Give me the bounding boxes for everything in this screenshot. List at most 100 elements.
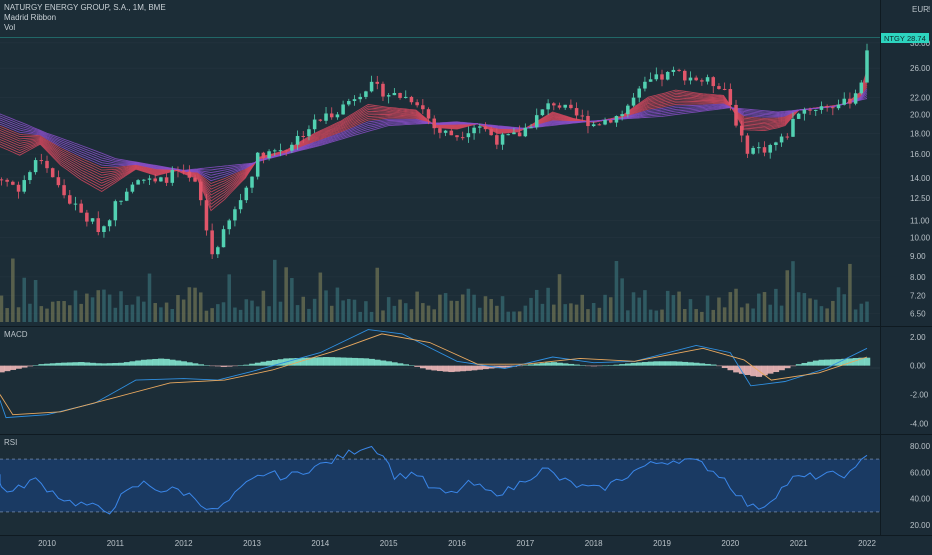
macd-pane[interactable] xyxy=(0,327,880,434)
candle-body xyxy=(170,170,175,183)
volume-bar xyxy=(392,305,397,322)
candle-body xyxy=(216,247,220,255)
candle-body xyxy=(512,132,516,135)
volume-bar xyxy=(620,278,624,322)
macd-histogram-bar xyxy=(801,362,808,366)
macd-histogram-bar xyxy=(78,362,85,366)
candle-body xyxy=(352,99,357,102)
volume-bar xyxy=(170,308,175,322)
candle-body xyxy=(267,151,271,159)
macd-histogram-bar xyxy=(790,365,797,367)
volume-bar xyxy=(557,274,562,322)
macd-histogram-bar xyxy=(664,361,671,366)
volume-bar xyxy=(466,288,471,322)
candle-body xyxy=(563,104,567,108)
volume-bar xyxy=(586,309,590,322)
volume-bar xyxy=(597,307,602,322)
rsi-label: RSI xyxy=(4,438,17,447)
candle-body xyxy=(198,181,203,201)
macd-histogram-bar xyxy=(249,363,256,366)
volume-bar xyxy=(403,303,408,322)
candle-body xyxy=(204,200,209,231)
macd-label: MACD xyxy=(4,330,28,339)
volume-bar xyxy=(455,300,459,322)
volume-bar xyxy=(227,274,231,322)
macd-tick-label: 0.00 xyxy=(910,362,926,371)
candle-body xyxy=(831,107,835,109)
candle-body xyxy=(398,92,402,98)
rsi-pane[interactable] xyxy=(0,435,880,535)
macd-histogram-bar xyxy=(323,357,330,366)
candle-body xyxy=(853,93,858,104)
volume-bar xyxy=(347,298,351,322)
candle-body xyxy=(711,77,716,87)
candle-body xyxy=(643,81,647,89)
volume-bar xyxy=(329,305,334,322)
ribbon-label[interactable]: Madrid Ribbon xyxy=(4,13,57,22)
volume-bar xyxy=(62,301,66,322)
macd-histogram-bar xyxy=(140,359,148,366)
candle-body xyxy=(68,195,72,204)
macd-histogram-bar xyxy=(681,361,689,366)
chart-legend: NATURGY ENERGY GROUP, S.A., 1M, BME Madr… xyxy=(4,3,166,33)
candle-body xyxy=(56,177,61,186)
volume-bar xyxy=(369,311,374,322)
volume-bar xyxy=(415,291,419,322)
candle-body xyxy=(136,180,140,185)
macd-histogram-bar xyxy=(573,364,580,366)
candle-body xyxy=(466,133,471,138)
macd-histogram-bar xyxy=(624,363,632,366)
candle-body xyxy=(791,118,795,137)
candle-body xyxy=(16,184,21,192)
candle-body xyxy=(119,200,123,202)
volume-bar xyxy=(745,303,750,322)
macd-histogram-bar xyxy=(209,365,216,367)
macd-histogram-bar xyxy=(459,365,466,372)
macd-histogram-bar xyxy=(784,365,791,369)
volume-bar xyxy=(79,303,83,322)
symbol-title[interactable]: NATURGY ENERGY GROUP, S.A., 1M, BME xyxy=(4,3,166,12)
candle-body xyxy=(39,160,44,162)
vol-label[interactable]: Vol xyxy=(4,23,16,32)
price-tick-label: 16.00 xyxy=(910,150,931,159)
volume-bar xyxy=(153,303,157,322)
macd-series-line xyxy=(0,329,868,419)
volume-bar xyxy=(779,305,784,322)
volume-bar xyxy=(460,294,465,322)
macd-histogram-bar xyxy=(539,363,546,366)
candle-body xyxy=(381,83,385,97)
volume-bar xyxy=(244,299,249,322)
volume-bar xyxy=(836,287,841,322)
macd-histogram-bar xyxy=(21,365,28,368)
price-tick-label: 14.00 xyxy=(910,174,931,183)
candle-body xyxy=(312,119,317,130)
macd-histogram-bar xyxy=(334,357,341,366)
candle-body xyxy=(813,109,818,111)
price-tick-label: 20.00 xyxy=(910,111,931,120)
volume-bar xyxy=(643,290,647,322)
candle-body xyxy=(261,152,266,159)
price-tick-label: 26.00 xyxy=(910,64,931,73)
macd-histogram-bar xyxy=(328,357,335,366)
candle-body xyxy=(358,96,362,100)
macd-histogram-bar xyxy=(522,365,529,366)
volume-bar xyxy=(842,294,846,322)
macd-histogram-bar xyxy=(368,358,375,366)
price-pane[interactable] xyxy=(0,0,880,326)
macd-histogram-bar xyxy=(647,361,654,366)
volume-bar xyxy=(671,295,676,322)
volume-bar xyxy=(324,290,328,322)
volume-bar xyxy=(848,263,852,322)
candle-body xyxy=(665,71,670,80)
volume-bar xyxy=(802,293,807,322)
macd-histogram-bar xyxy=(499,365,506,368)
candle-body xyxy=(478,126,482,128)
macd-histogram-bar xyxy=(864,357,871,366)
volume-bar xyxy=(375,267,380,322)
macd-histogram-bar xyxy=(596,365,603,367)
volume-bar xyxy=(341,300,345,322)
time-tick-label: 2022 xyxy=(858,539,876,548)
time-tick-label: 2021 xyxy=(790,539,808,548)
candle-body xyxy=(244,187,249,201)
